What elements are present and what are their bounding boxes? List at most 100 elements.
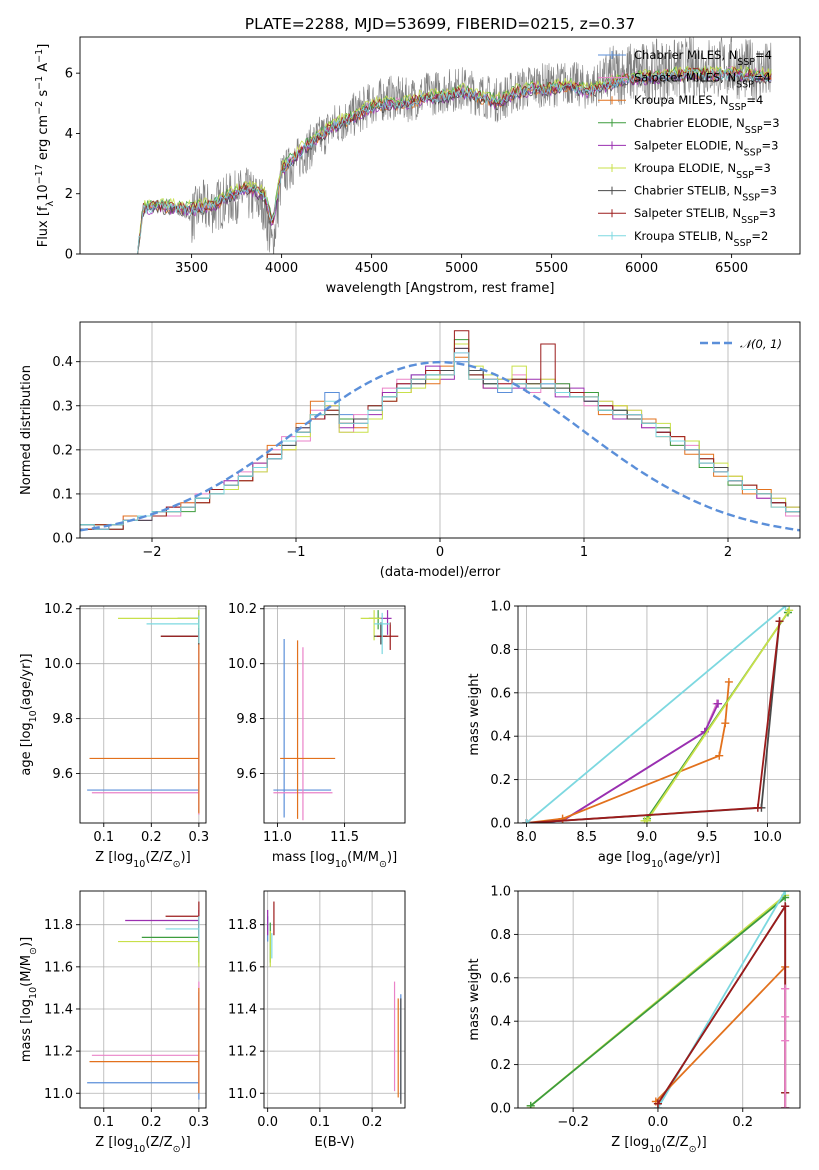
x-tick-label: 5500 bbox=[535, 261, 568, 276]
plus-marker bbox=[522, 819, 531, 823]
plus-marker bbox=[714, 699, 723, 708]
age_vs_Z-panel: 0.1 0.2 0.3 9.6 9.8 10.0 10.2 Z [log10(Z/Z⊙)] ag… bbox=[19, 602, 209, 869]
y-tick-label: 11.8 bbox=[44, 918, 73, 933]
y-tick-label: 11.2 bbox=[228, 1045, 257, 1060]
y-axis-label: mass [log10(M/M⊙)] bbox=[19, 937, 39, 1062]
errorbars bbox=[273, 610, 399, 821]
y-tick-label: 0.8 bbox=[490, 928, 511, 943]
x-tick-label: −1 bbox=[286, 545, 305, 560]
spectrum-lines bbox=[137, 37, 772, 254]
plot-frame bbox=[79, 36, 801, 255]
observed-spectrum bbox=[137, 37, 772, 254]
y-tick-label: 11.0 bbox=[44, 1087, 73, 1102]
y-tick-label: 0.0 bbox=[52, 532, 73, 547]
panels: 3500 4000 4500 5000 5500 6000 6500 0 2 4 6 waveleng… bbox=[19, 36, 801, 1155]
plus-marker bbox=[724, 677, 733, 686]
plus-marker bbox=[526, 1101, 535, 1108]
x-tick-label: 11.5 bbox=[330, 830, 359, 845]
x-tick-label: 9.5 bbox=[697, 830, 718, 845]
x-tick-label: 11.0 bbox=[263, 830, 292, 845]
x-tick-label: 4500 bbox=[355, 261, 388, 276]
plus-marker bbox=[785, 606, 794, 615]
y-tick-label: 11.0 bbox=[228, 1087, 257, 1102]
plus-marker bbox=[715, 751, 724, 760]
histogram-step bbox=[80, 347, 800, 538]
y-tick-label: 11.2 bbox=[44, 1045, 73, 1060]
model-spectrum-line bbox=[137, 67, 772, 254]
y-tick-label: 11.4 bbox=[44, 1002, 73, 1017]
spectrum-panel: 3500 4000 4500 5000 5500 6000 6500 0 2 4 6 waveleng… bbox=[34, 36, 801, 296]
x-tick-label: 0.0 bbox=[257, 1115, 278, 1130]
x-tick-label: 1 bbox=[580, 545, 588, 560]
x-axis-label: age [log10(age/yr)] bbox=[598, 850, 720, 870]
plot-frame bbox=[79, 605, 207, 824]
y-tick-label: 0.0 bbox=[490, 1102, 511, 1117]
y-tick-label: 1.0 bbox=[490, 885, 511, 900]
legend-label: Salpeter STELIB, NSSP=3 bbox=[634, 206, 776, 226]
x-axis-label: Z [log10(Z/Z⊙)] bbox=[95, 850, 190, 870]
legend-label: Kroupa ELODIE, NSSP=3 bbox=[634, 161, 771, 181]
plus-marker bbox=[653, 1099, 662, 1108]
mass-weight-line bbox=[526, 703, 718, 823]
gaussian-curve bbox=[80, 360, 800, 532]
plot-frame bbox=[79, 321, 801, 539]
residuals-legend: 𝒩(0, 1) bbox=[700, 337, 782, 351]
y-tick-label: 10.2 bbox=[228, 602, 257, 617]
x-tick-label: −0.2 bbox=[557, 1115, 589, 1130]
histogram-step bbox=[80, 343, 800, 538]
x-axis-label: E(B-V) bbox=[314, 1135, 354, 1150]
y-tick-label: 4 bbox=[65, 127, 73, 142]
y-axis-label: Normed distribution bbox=[19, 365, 34, 495]
x-tick-label: 2 bbox=[724, 545, 732, 560]
y-tick-label: 0.3 bbox=[52, 399, 73, 414]
y-tick-label: 9.8 bbox=[236, 712, 257, 727]
mass-weight-line bbox=[526, 703, 718, 823]
y-tick-label: 1.0 bbox=[490, 600, 511, 615]
y-tick-label: 9.6 bbox=[52, 767, 73, 782]
y-tick-label: 2 bbox=[65, 187, 73, 202]
y-tick-label: 10.0 bbox=[228, 657, 257, 672]
y-axis-label: age [log10(age/yr)] bbox=[19, 653, 39, 775]
mass-weight-line bbox=[526, 621, 781, 823]
errorbars bbox=[267, 901, 402, 1104]
x-tick-label: 0.2 bbox=[141, 830, 162, 845]
mass_vs_Z-panel: 0.1 0.2 0.3 11.0 11.2 11.4 11.6 11.8 Z [log10(Z/… bbox=[19, 890, 209, 1155]
x-axis-label: (data-model)/error bbox=[380, 565, 501, 580]
y-tick-label: 0.4 bbox=[52, 355, 73, 370]
x-tick-label: 5000 bbox=[445, 261, 478, 276]
plus-marker bbox=[781, 902, 790, 911]
x-axis-label: Z [log10(Z/Z⊙)] bbox=[95, 1135, 190, 1155]
plus-marker bbox=[781, 891, 790, 895]
mass_vs_ebv-panel: 0.0 0.1 0.2 11.0 11.2 11.4 11.6 11.8 E(B-V) bbox=[228, 890, 406, 1150]
x-axis-label: Z [log10(Z/Z⊙)] bbox=[611, 1135, 706, 1155]
legend-label: Salpeter MILES, NSSP=4 bbox=[634, 71, 771, 91]
y-axis-label: mass weight bbox=[467, 673, 482, 755]
plot-frame bbox=[263, 605, 406, 824]
x-tick-label: 4000 bbox=[265, 261, 298, 276]
x-tick-label: 10.0 bbox=[753, 830, 782, 845]
plus-marker bbox=[781, 1104, 790, 1108]
plus-marker bbox=[753, 803, 762, 812]
histogram-step bbox=[80, 352, 800, 538]
legend-label: Kroupa STELIB, NSSP=2 bbox=[634, 229, 768, 249]
histogram-step bbox=[80, 347, 800, 538]
legend-label: Chabrier STELIB, NSSP=3 bbox=[634, 184, 777, 204]
errorbars bbox=[87, 901, 200, 1100]
plus-marker bbox=[781, 606, 790, 610]
x-tick-label: 8.0 bbox=[516, 830, 537, 845]
legend-label: Salpeter ELODIE, NSSP=3 bbox=[634, 138, 778, 158]
mass-weight-lines bbox=[522, 606, 794, 823]
y-tick-label: 6 bbox=[65, 67, 73, 82]
y-tick-label: 0.2 bbox=[490, 773, 511, 788]
x-axis-label: wavelength [Angstrom, rest frame] bbox=[326, 281, 555, 296]
y-tick-label: 0.2 bbox=[490, 1058, 511, 1073]
x-tick-label: 0.1 bbox=[310, 1115, 331, 1130]
y-tick-label: 0.4 bbox=[490, 1015, 511, 1030]
plus-marker bbox=[775, 617, 784, 626]
massweight_vs_Z-panel: −0.2 0.0 0.2 0.0 0.2 0.4 0.6 0.8 1.0 Z [log10(Z/Z… bbox=[467, 885, 801, 1155]
y-tick-label: 10.2 bbox=[44, 602, 73, 617]
massweight_vs_age-panel: 8.0 8.5 9.0 9.5 10.0 0.0 0.2 0.4 0.6 0.8 1.0 age [l… bbox=[467, 600, 801, 870]
y-tick-label: 0.4 bbox=[490, 730, 511, 745]
y-axis-label: Flux [fλ10−17 erg cm−2 s−1 A−1] bbox=[34, 44, 56, 248]
